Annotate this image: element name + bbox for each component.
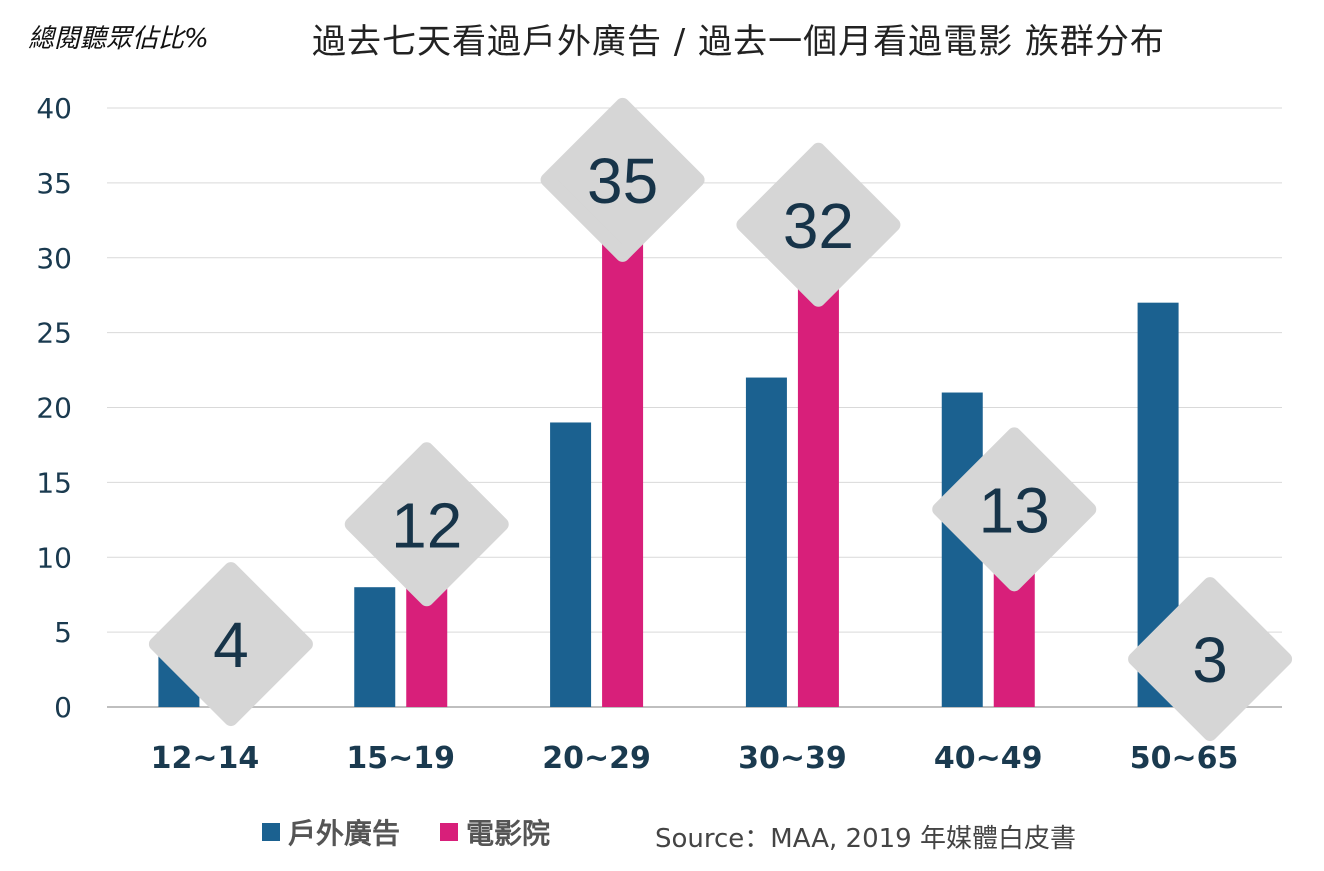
legend-item-outdoor: 戶外廣告 — [262, 812, 400, 852]
bar-outdoor — [745, 377, 787, 707]
source-note: Source：MAA, 2019 年媒體白皮書 — [655, 824, 1076, 854]
legend: 戶外廣告 電影院 — [262, 812, 590, 852]
data-label: 3 — [1192, 624, 1228, 696]
data-label-diamond — [344, 442, 509, 607]
bar-cinema — [602, 182, 644, 707]
y-tick-label: 35 — [36, 167, 72, 200]
y-tick-label: 40 — [36, 92, 72, 125]
bar-outdoor — [550, 422, 592, 707]
y-tick-label: 15 — [36, 466, 72, 499]
data-label-diamond — [540, 97, 705, 262]
x-tick-label: 30~39 — [738, 741, 847, 776]
legend-swatch-outdoor — [262, 823, 280, 841]
y-axis-label: 總閱聽眾佔比% — [28, 24, 209, 54]
y-tick-label: 0 — [54, 691, 72, 724]
data-label: 4 — [213, 609, 249, 681]
x-tick-label: 15~19 — [346, 741, 455, 776]
legend-item-cinema: 電影院 — [440, 812, 550, 852]
bar-outdoor — [354, 587, 396, 707]
y-tick-label: 30 — [36, 242, 72, 275]
data-label: 12 — [391, 489, 462, 561]
data-label-diamond — [1128, 577, 1293, 742]
y-tick-label: 10 — [36, 541, 72, 574]
data-label: 13 — [979, 474, 1050, 546]
x-tick-label: 12~14 — [151, 741, 260, 776]
y-tick-label: 25 — [36, 317, 72, 350]
x-tick-label: 50~65 — [1130, 741, 1239, 776]
data-label-diamond — [148, 562, 313, 727]
y-tick-label: 5 — [54, 616, 72, 649]
data-label: 35 — [587, 145, 658, 217]
data-label-diamond — [736, 142, 901, 307]
x-tick-label: 20~29 — [542, 741, 651, 776]
y-tick-label: 20 — [36, 392, 72, 425]
bar-cinema — [797, 227, 839, 708]
legend-swatch-cinema — [440, 823, 459, 841]
data-label-diamond — [932, 427, 1097, 592]
legend-label-outdoor: 戶外廣告 — [288, 817, 401, 850]
chart-title: 過去七天看過戶外廣告 / 過去一個月看過電影 族群分布 — [312, 22, 1165, 62]
data-label: 32 — [783, 190, 854, 262]
legend-label-cinema: 電影院 — [466, 817, 551, 850]
x-tick-label: 40~49 — [934, 741, 1043, 776]
